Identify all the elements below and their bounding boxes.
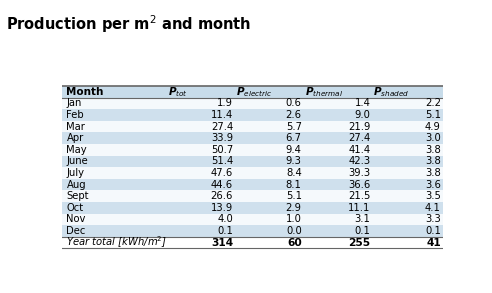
Text: 33.9: 33.9: [211, 133, 233, 143]
Bar: [62, 179, 443, 190]
Text: 9.0: 9.0: [354, 110, 370, 120]
Text: 11.4: 11.4: [211, 110, 233, 120]
Text: Aug: Aug: [66, 180, 86, 190]
Text: Dec: Dec: [66, 226, 86, 236]
Text: 3.5: 3.5: [425, 191, 441, 201]
Text: 5.1: 5.1: [286, 191, 302, 201]
Text: 41: 41: [426, 238, 441, 248]
Text: 13.9: 13.9: [211, 203, 233, 213]
Bar: [62, 202, 443, 214]
Text: May: May: [66, 145, 87, 155]
Text: Oct: Oct: [66, 203, 84, 213]
Text: 0.1: 0.1: [425, 226, 441, 236]
Text: Month: Month: [66, 87, 104, 97]
Text: 21.9: 21.9: [348, 122, 370, 132]
Text: 0.6: 0.6: [286, 98, 302, 108]
Text: Nov: Nov: [66, 214, 86, 224]
Text: 27.4: 27.4: [348, 133, 370, 143]
Text: 8.4: 8.4: [286, 168, 302, 178]
Text: 3.8: 3.8: [425, 145, 441, 155]
Text: P$_{thermal}$: P$_{thermal}$: [305, 85, 343, 99]
Text: 3.8: 3.8: [425, 156, 441, 166]
Text: 5.7: 5.7: [286, 122, 302, 132]
Text: 0.0: 0.0: [286, 226, 302, 236]
Text: 36.6: 36.6: [348, 180, 370, 190]
Bar: [62, 156, 443, 167]
Text: 1.9: 1.9: [217, 98, 233, 108]
Text: 26.6: 26.6: [211, 191, 233, 201]
Text: 50.7: 50.7: [211, 145, 233, 155]
Text: 3.0: 3.0: [425, 133, 441, 143]
Text: 11.1: 11.1: [348, 203, 370, 213]
Text: 39.3: 39.3: [348, 168, 370, 178]
Text: P$_{electric}$: P$_{electric}$: [236, 85, 273, 99]
Text: P$_{shaded}$: P$_{shaded}$: [373, 85, 410, 99]
Bar: [62, 225, 443, 237]
Text: 3.6: 3.6: [425, 180, 441, 190]
Bar: [62, 109, 443, 121]
Bar: [62, 121, 443, 132]
Text: 60: 60: [287, 238, 302, 248]
Text: 42.3: 42.3: [348, 156, 370, 166]
Text: June: June: [66, 156, 88, 166]
Bar: [62, 144, 443, 156]
Text: 47.6: 47.6: [211, 168, 233, 178]
Text: 1.0: 1.0: [286, 214, 302, 224]
Text: 1.4: 1.4: [354, 98, 370, 108]
Text: 2.9: 2.9: [286, 203, 302, 213]
Text: 9.3: 9.3: [286, 156, 302, 166]
Text: 27.4: 27.4: [211, 122, 233, 132]
Text: 5.1: 5.1: [425, 110, 441, 120]
Text: 2.2: 2.2: [425, 98, 441, 108]
Bar: [62, 167, 443, 179]
Bar: [62, 132, 443, 144]
Text: 314: 314: [211, 238, 233, 248]
Bar: [62, 98, 443, 109]
Text: 0.1: 0.1: [354, 226, 370, 236]
Bar: [62, 190, 443, 202]
Text: 44.6: 44.6: [211, 180, 233, 190]
Text: 9.4: 9.4: [286, 145, 302, 155]
Text: 3.8: 3.8: [425, 168, 441, 178]
Text: 255: 255: [348, 238, 370, 248]
Text: 21.5: 21.5: [348, 191, 370, 201]
Text: Feb: Feb: [66, 110, 84, 120]
Text: Jan: Jan: [66, 98, 82, 108]
Text: 8.1: 8.1: [286, 180, 302, 190]
Text: Production per m$^2$ and month: Production per m$^2$ and month: [6, 13, 251, 35]
Text: 6.7: 6.7: [286, 133, 302, 143]
Text: 4.1: 4.1: [425, 203, 441, 213]
Text: Apr: Apr: [66, 133, 84, 143]
Text: Mar: Mar: [66, 122, 85, 132]
Text: 4.0: 4.0: [217, 214, 233, 224]
Text: 51.4: 51.4: [211, 156, 233, 166]
Bar: [62, 214, 443, 225]
Text: Sept: Sept: [66, 191, 89, 201]
Text: 3.3: 3.3: [425, 214, 441, 224]
Bar: [62, 237, 443, 248]
Text: 3.1: 3.1: [354, 214, 370, 224]
Text: 41.4: 41.4: [348, 145, 370, 155]
Text: 4.9: 4.9: [425, 122, 441, 132]
Text: 2.6: 2.6: [286, 110, 302, 120]
Text: 0.1: 0.1: [217, 226, 233, 236]
Text: P$_{tot}$: P$_{tot}$: [167, 85, 187, 99]
Text: Year total [kWh/m$^2$]: Year total [kWh/m$^2$]: [66, 235, 167, 250]
Text: July: July: [66, 168, 85, 178]
Bar: [62, 86, 443, 98]
